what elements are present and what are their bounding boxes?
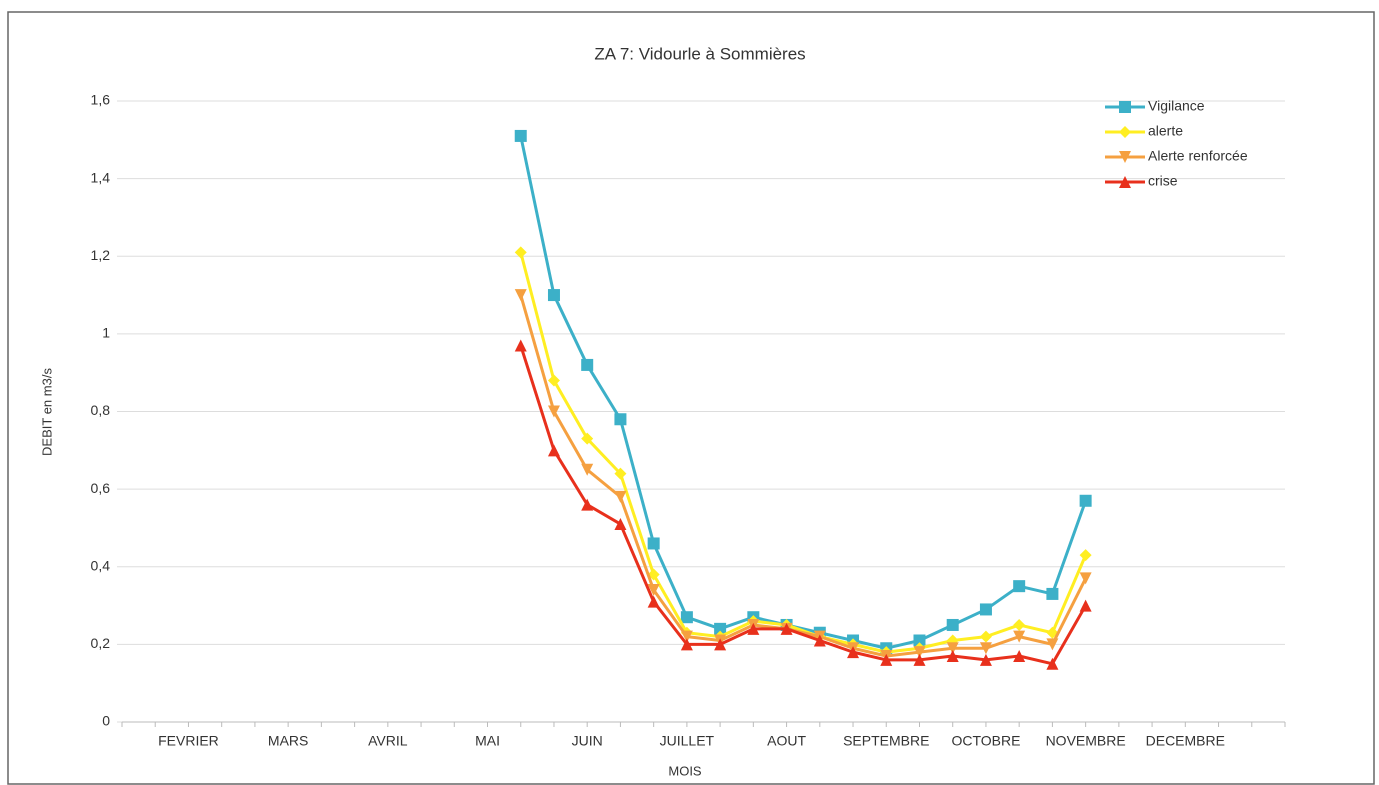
legend-marker	[1119, 126, 1131, 138]
data-point	[1046, 638, 1059, 651]
data-point	[514, 129, 527, 142]
legend-marker	[1119, 176, 1131, 188]
data-point	[714, 622, 727, 635]
legend-marker	[1119, 101, 1131, 113]
x-tick-label: AOUT	[767, 733, 806, 749]
data-point	[747, 622, 760, 635]
data-point	[946, 650, 959, 663]
y-tick-label: 1,2	[91, 247, 111, 263]
series-line	[519, 294, 1087, 658]
data-point	[1079, 599, 1092, 612]
data-point	[680, 611, 693, 624]
data-point	[1013, 650, 1026, 663]
data-point	[979, 630, 992, 643]
data-point	[1013, 630, 1026, 643]
data-point	[946, 618, 959, 631]
y-axis-label: DEBIT en m3/s	[39, 368, 54, 456]
legend-label: crise	[1148, 173, 1178, 189]
data-point	[1013, 580, 1026, 593]
data-point	[1079, 494, 1092, 507]
data-point	[1046, 587, 1059, 600]
data-point	[979, 603, 992, 616]
data-point	[581, 498, 594, 511]
y-tick-label: 1	[102, 325, 110, 341]
x-tick-label: JUIN	[572, 733, 603, 749]
x-tick-label: JUILLET	[660, 733, 715, 749]
x-tick-label: SEPTEMBRE	[843, 733, 929, 749]
y-tick-label: 0,4	[91, 557, 111, 573]
data-point	[647, 537, 660, 550]
data-point	[847, 646, 860, 659]
data-point	[547, 289, 560, 302]
data-point	[946, 642, 959, 655]
data-point	[581, 432, 594, 445]
data-point	[979, 653, 992, 666]
data-point	[1079, 549, 1092, 562]
data-point	[913, 646, 926, 659]
y-tick-label: 1,6	[91, 92, 111, 108]
series-line	[519, 251, 1088, 654]
x-tick-label: NOVEMBRE	[1046, 733, 1126, 749]
data-point	[913, 634, 926, 647]
series-line	[519, 345, 1087, 666]
data-point	[547, 374, 560, 387]
x-tick-label: DECEMBRE	[1146, 733, 1225, 749]
data-point	[1046, 657, 1059, 670]
data-point	[581, 463, 594, 476]
data-point	[714, 638, 727, 651]
y-tick-label: 0,8	[91, 402, 111, 418]
chart-title: ZA 7: Vidourle à Sommières	[594, 44, 805, 63]
legend-marker	[1119, 151, 1131, 163]
x-tick-label: AVRIL	[368, 733, 408, 749]
data-point	[514, 339, 527, 352]
data-point	[614, 413, 627, 426]
data-point	[614, 518, 627, 531]
x-tick-label: FEVRIER	[158, 733, 219, 749]
data-point	[979, 642, 992, 655]
data-point	[514, 289, 527, 302]
y-tick-label: 0,2	[91, 635, 111, 651]
data-point	[547, 405, 560, 418]
data-point	[780, 622, 793, 635]
y-tick-label: 0,6	[91, 480, 111, 496]
x-axis-label: MOIS	[668, 763, 702, 778]
y-tick-label: 1,4	[91, 169, 111, 185]
data-point	[680, 638, 693, 651]
data-point	[880, 653, 893, 666]
legend-label: Alerte renforcée	[1148, 148, 1248, 164]
legend-label: alerte	[1148, 123, 1183, 139]
legend-label: Vigilance	[1148, 98, 1205, 114]
x-tick-label: MAI	[475, 733, 500, 749]
data-point	[514, 246, 527, 259]
chart-frame	[7, 11, 1375, 785]
data-point	[813, 634, 826, 647]
data-point	[1079, 572, 1092, 585]
data-point	[647, 584, 660, 597]
x-tick-label: MARS	[268, 733, 308, 749]
data-point	[614, 490, 627, 503]
data-point	[581, 358, 594, 371]
data-point	[913, 653, 926, 666]
data-point	[547, 444, 560, 457]
y-tick-label: 0	[102, 713, 110, 729]
x-tick-label: OCTOBRE	[951, 733, 1020, 749]
data-point	[647, 595, 660, 608]
data-point	[1013, 618, 1026, 631]
data-point	[614, 467, 627, 480]
data-point	[680, 630, 693, 643]
